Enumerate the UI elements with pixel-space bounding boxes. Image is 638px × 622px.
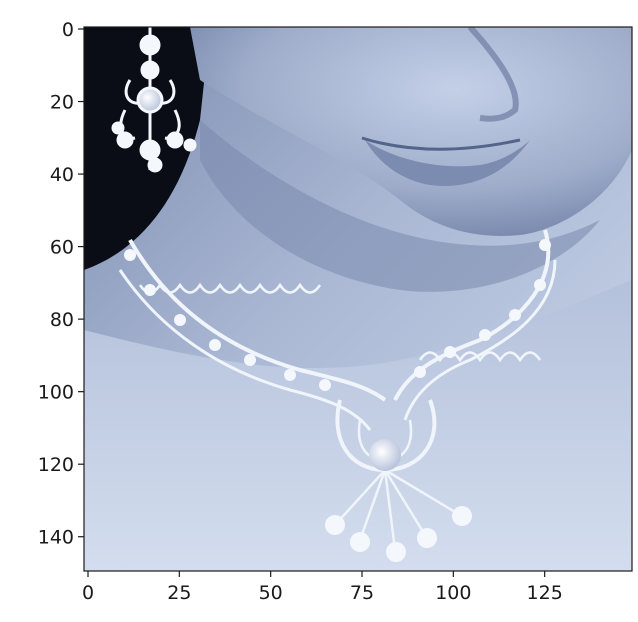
y-tick-label: 100 [38, 382, 74, 404]
y-tick-label: 0 [62, 19, 74, 41]
x-axis-ticks: 0 25 50 75 100 125 [82, 571, 563, 604]
y-tick-label: 120 [38, 454, 74, 476]
y-axis-ticks: 0 20 40 60 80 100 120 140 [38, 19, 84, 549]
x-tick-label: 125 [527, 582, 563, 604]
x-tick-label: 0 [82, 582, 94, 604]
y-tick-label: 60 [50, 237, 74, 259]
x-tick-label: 100 [435, 582, 471, 604]
y-tick-label: 20 [50, 92, 74, 114]
x-tick-label: 75 [350, 582, 374, 604]
y-tick-label: 40 [50, 164, 74, 186]
y-tick-label: 140 [38, 527, 74, 549]
face [190, 27, 632, 236]
x-tick-label: 25 [167, 582, 191, 604]
axes-frame [83, 26, 633, 572]
chest-skin [84, 280, 632, 571]
chin-shadow [200, 120, 600, 292]
lip-line [361, 136, 521, 151]
necklace-beads [124, 239, 551, 562]
lips [365, 140, 530, 186]
necklace [118, 229, 557, 551]
earring [111, 27, 197, 173]
nose-shadow [467, 27, 519, 122]
x-tick-label: 50 [259, 582, 283, 604]
photo [84, 27, 632, 571]
y-tick-label: 80 [50, 309, 74, 331]
